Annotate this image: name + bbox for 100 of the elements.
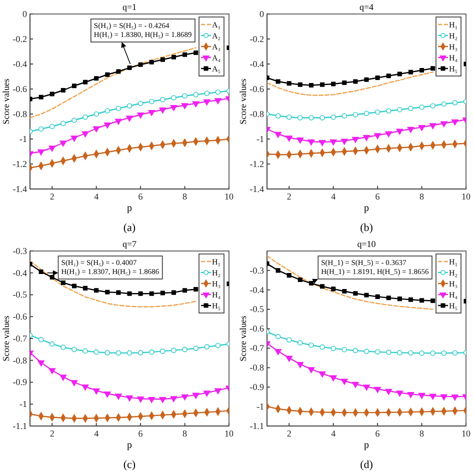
point [318,140,326,146]
point [138,291,143,296]
point [70,136,78,142]
point [48,146,56,152]
x-tick-label: 8 [420,191,425,202]
point [127,65,132,70]
y-tick-label: -0.6 [250,324,264,334]
point [274,348,282,356]
point [94,349,99,355]
point [296,137,304,144]
point [60,280,66,285]
point [170,104,178,112]
line-series [30,47,196,118]
point [429,394,436,400]
chart-title: q=4 [359,2,374,12]
point [192,392,200,399]
x-tick-label: 10 [462,191,471,202]
point [374,386,381,393]
legend-label: H₂ [449,268,458,278]
point [308,115,314,120]
y-tick-label: -0.6 [250,84,264,94]
point [126,144,132,152]
legend-label: H₃ [449,280,458,288]
point [374,133,381,140]
point [308,281,314,286]
point [430,66,436,71]
point [116,290,121,295]
point [452,350,458,356]
text: (d) [360,459,374,471]
point [364,292,369,298]
point [397,106,402,112]
x-tick-label: 6 [138,191,144,202]
point [418,392,426,399]
point [215,342,221,348]
point [364,77,369,82]
point [181,394,188,400]
point [137,396,144,403]
point [298,82,302,87]
line-series [30,260,196,308]
x-tick-label: 2 [50,428,54,438]
point [340,378,348,385]
point [49,124,55,130]
point [214,98,222,104]
point [138,100,144,106]
point [308,342,314,348]
point [159,107,166,114]
legend-label: H₄ [449,290,458,300]
point [215,89,221,95]
point [386,74,391,78]
legend-label: H₁ [449,20,458,30]
x-tick-label: 8 [182,191,188,202]
point [342,113,348,119]
x-axis-title: p [127,440,132,451]
y-axis-title: Score values [238,78,248,124]
x-tick-label: 4 [94,428,100,438]
point [375,75,380,80]
point [364,110,370,116]
y-tick-label: -0.7 [12,333,28,344]
y-tick-label: -0.3 [250,265,264,276]
chart-title: q=10 [357,239,376,249]
point [420,298,424,303]
point [397,350,402,356]
point [83,80,88,84]
point [194,287,198,292]
text: (b) [360,222,374,234]
point [115,394,122,400]
point [385,131,392,138]
point [60,120,66,126]
point [126,116,133,122]
y-tick-label: -1.2 [12,158,27,169]
point [70,380,78,386]
point [286,81,292,86]
point [149,291,154,296]
point [330,346,336,352]
point [296,362,304,368]
point [330,375,337,382]
point [116,106,122,112]
point [92,388,100,394]
point [116,350,122,356]
point [430,103,436,109]
point [38,94,44,100]
y-tick-label: -0.9 [12,377,28,388]
point [171,95,176,100]
point [159,396,166,404]
point [441,350,447,356]
point [408,106,414,112]
y-tick-label: -1.1 [12,420,27,431]
point [420,68,424,73]
point [419,104,424,110]
point [386,296,391,300]
y-tick-label: -0.8 [250,362,264,373]
x-tick-label: 8 [182,428,188,438]
y-axis-title: Score values [238,315,248,362]
point [182,93,188,99]
point [50,274,54,280]
point [182,346,188,352]
point [286,356,293,362]
point [276,268,280,273]
legend-label: H₁ [449,258,458,266]
y-axis-title: Score values [1,315,11,362]
